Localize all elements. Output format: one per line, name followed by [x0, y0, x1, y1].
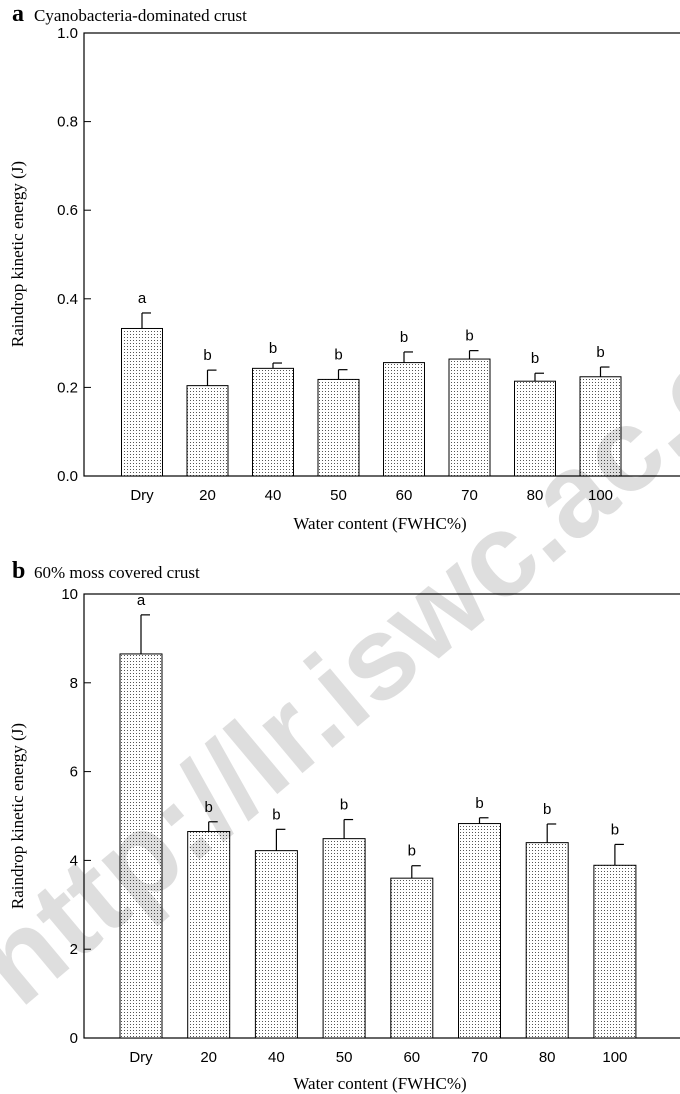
x-tick-label: 20 [200, 1049, 217, 1066]
significance-label: b [531, 350, 539, 367]
significance-label: a [137, 592, 146, 609]
y-tick-label: 1.0 [57, 25, 78, 42]
x-tick-label: 60 [396, 487, 413, 504]
y-tick-label: 0.6 [57, 202, 78, 219]
significance-label: b [340, 797, 348, 814]
bar [448, 358, 491, 477]
bar [514, 380, 556, 477]
x-tick-label: 40 [265, 487, 282, 504]
y-axis: 0 2 4 6 8 10 [61, 586, 91, 1047]
significance-label: b [596, 344, 604, 361]
y-tick-label: 0.4 [57, 291, 78, 308]
x-tick-label: 70 [471, 1049, 488, 1066]
y-axis: 0.0 0.2 0.4 0.6 0.8 1.0 [57, 25, 91, 485]
x-axis: Dry 20 40 50 60 70 80 100 [130, 487, 613, 504]
y-tick-label: 8 [70, 675, 78, 692]
panel-letter: a [12, 1, 24, 27]
panel-title: 60% moss covered crust [34, 563, 200, 582]
x-tick-label: 70 [461, 487, 478, 504]
x-axis-label: Water content (FWHC%) [293, 514, 466, 533]
significance-label: a [138, 290, 147, 307]
bar [579, 376, 622, 477]
y-tick-label: 4 [70, 852, 78, 869]
significance-label: b [475, 795, 483, 812]
x-tick-label: 100 [588, 487, 613, 504]
x-tick-label: Dry [129, 1049, 153, 1066]
chart-panel-b: b 60% moss covered crust a b b b b b b b 0 2 4 6 8 1… [8, 558, 680, 1093]
bar [121, 327, 163, 477]
x-axis: Dry 20 40 50 60 70 80 100 [129, 1049, 627, 1066]
bar [317, 378, 360, 477]
x-tick-label: 20 [199, 487, 216, 504]
significance-label: b [334, 347, 342, 364]
x-tick-label: 80 [539, 1049, 556, 1066]
bar [593, 864, 637, 1039]
y-tick-label: 0.2 [57, 379, 78, 396]
bar [383, 362, 425, 477]
panel-letter: b [12, 558, 25, 584]
y-axis-label: Raindrop kinetic energy (J) [8, 161, 27, 347]
bar [252, 367, 294, 477]
x-tick-label: 60 [403, 1049, 420, 1066]
x-tick-label: Dry [130, 487, 154, 504]
bar-series: a b b b b b b b [121, 290, 622, 477]
bar [458, 823, 501, 1039]
y-tick-label: 0.8 [57, 114, 78, 131]
significance-label: b [465, 328, 473, 345]
bar-series: a b b b b b b b [119, 592, 637, 1039]
bar [322, 838, 366, 1039]
bar [119, 653, 163, 1039]
y-tick-label: 6 [70, 764, 78, 781]
x-tick-label: 80 [527, 487, 544, 504]
significance-label: b [400, 329, 408, 346]
x-axis-label: Water content (FWHC%) [293, 1074, 466, 1093]
significance-label: b [269, 340, 277, 357]
significance-label: b [205, 799, 213, 816]
panel-title: Cyanobacteria-dominated crust [34, 6, 247, 25]
y-axis-label: Raindrop kinetic energy (J) [8, 723, 27, 909]
significance-label: b [543, 801, 551, 818]
significance-label: b [203, 347, 211, 364]
x-tick-label: 40 [268, 1049, 285, 1066]
bar [254, 850, 298, 1039]
y-tick-label: 2 [70, 941, 78, 958]
chart-panel-a: a Cyanobacteria-dominated crust a b b b b b b b… [8, 1, 680, 533]
significance-label: b [272, 806, 280, 823]
significance-label: b [611, 821, 619, 838]
bar [525, 842, 569, 1039]
significance-label: b [408, 843, 416, 860]
y-tick-label: 10 [61, 586, 78, 603]
plot-frame [83, 593, 680, 1039]
x-tick-label: 50 [336, 1049, 353, 1066]
x-tick-label: 100 [602, 1049, 627, 1066]
y-tick-label: 0.0 [57, 468, 78, 485]
bar [187, 831, 231, 1039]
bar [186, 385, 229, 477]
bar [390, 877, 434, 1039]
y-tick-label: 0 [70, 1030, 78, 1047]
x-tick-label: 50 [330, 487, 347, 504]
